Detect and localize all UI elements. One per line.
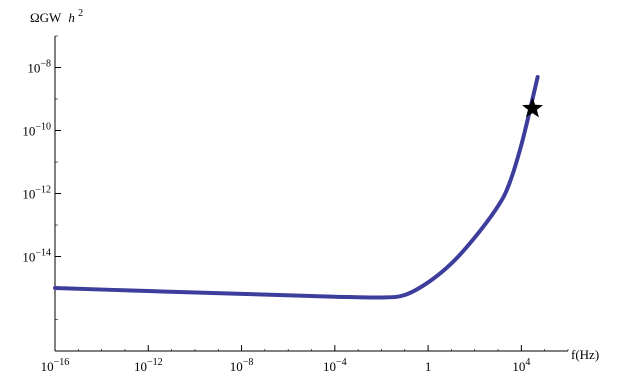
series-line bbox=[53, 74, 540, 300]
y-axis-label-main: ΩGW bbox=[30, 10, 62, 25]
x-tick-label: 10−16 bbox=[41, 357, 70, 374]
y-axis-label-sup: 2 bbox=[78, 8, 83, 19]
axis-tick-labels: 10−16 10−12 10−8 10−4 1 104 10−14 10−12 10−10 10−… bbox=[22, 59, 530, 375]
series-layer bbox=[53, 74, 540, 300]
x-tick-label: 10−8 bbox=[230, 357, 254, 374]
axis-ticks bbox=[54, 35, 569, 352]
y-axis-label-var: h bbox=[68, 10, 75, 25]
x-tick-label: 104 bbox=[512, 357, 530, 374]
x-tick-label: 10−12 bbox=[134, 357, 163, 374]
x-tick-label: 10−4 bbox=[323, 357, 347, 374]
marker-layer bbox=[522, 97, 543, 118]
y-tick-label: 10−8 bbox=[27, 59, 51, 76]
x-tick-label: 1 bbox=[425, 359, 432, 374]
svg-text:ΩGW h 2: ΩGW h 2 bbox=[30, 8, 83, 25]
y-tick-label: 10−12 bbox=[22, 185, 51, 202]
star-marker bbox=[522, 97, 543, 118]
x-axis-label: f(Hz) bbox=[571, 347, 599, 362]
y-tick-label: 10−10 bbox=[22, 122, 51, 139]
y-axis-label: ΩGW h 2 bbox=[30, 8, 83, 25]
y-tick-label: 10−14 bbox=[22, 248, 51, 265]
